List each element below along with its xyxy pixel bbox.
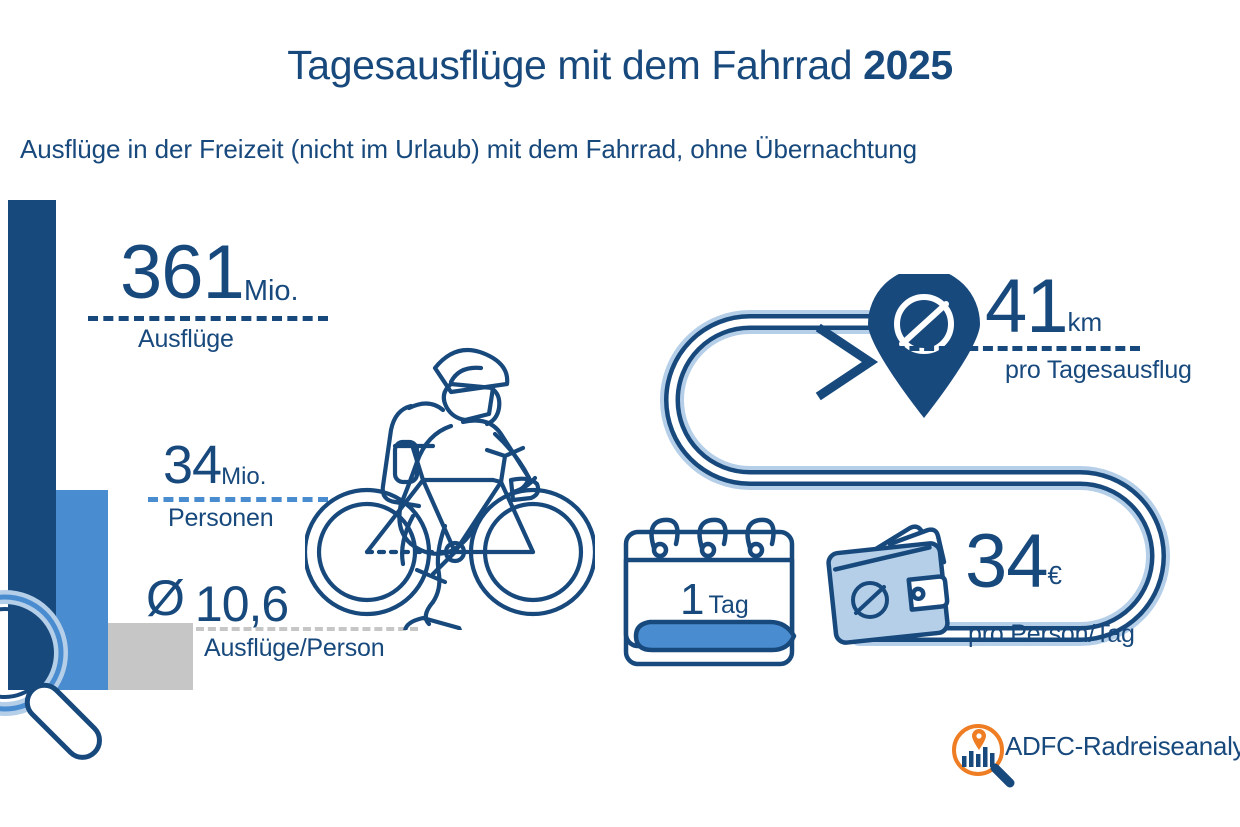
stat-km-value: 41 xyxy=(985,264,1069,349)
stat-km: 41 km xyxy=(985,264,1103,349)
stat-personen: 34 Mio. xyxy=(163,435,267,495)
stat-ausfluege-caption: Ausflüge xyxy=(138,325,234,353)
divider-km xyxy=(880,346,1140,351)
stat-personen-caption-wrap: Personen xyxy=(168,504,274,533)
divider-ausfluege xyxy=(88,316,328,321)
route-arrow-icon xyxy=(815,323,879,401)
cyclist-icon xyxy=(305,347,595,630)
page-subtitle: Ausflüge in der Freizeit (nicht im Urlau… xyxy=(20,134,917,164)
title-main: Tagesausflüge mit dem Fahrrad xyxy=(287,42,864,88)
page-title: Tagesausflüge mit dem Fahrrad 2025 xyxy=(0,42,1240,89)
stat-dauer-value: 1 xyxy=(680,575,705,624)
stat-pro-person-avg-symbol: Ø xyxy=(146,570,185,626)
stat-dauer: 1 Tag xyxy=(680,578,749,622)
magnifier-icon xyxy=(0,590,102,760)
divider-pro-person xyxy=(196,627,418,631)
bar-ausfluege-pro-person xyxy=(108,623,193,690)
stat-personen-unit: Mio. xyxy=(221,462,267,490)
stat-ausfluege-caption-wrap: Ausflüge xyxy=(138,325,234,354)
stat-pro-person-value: 10,6 xyxy=(194,576,289,632)
stat-ausfluege: 361 Mio. xyxy=(120,230,299,315)
stat-euro-unit: € xyxy=(1047,559,1063,590)
stat-pro-person-caption: Ausflüge/Person xyxy=(204,634,385,662)
stat-euro: 34 € xyxy=(965,519,1063,604)
stat-euro-value: 34 xyxy=(965,519,1049,604)
stat-pro-person-caption-wrap: Ausflüge/Person xyxy=(204,634,385,663)
stat-ausfluege-value: 361 xyxy=(120,230,245,315)
stat-ausfluege-unit: Mio. xyxy=(243,274,299,307)
adfc-logo-icon xyxy=(952,724,1015,788)
stat-euro-caption-wrap: pro Person/Tag xyxy=(968,620,1135,649)
title-year: 2025 xyxy=(863,42,953,88)
stat-km-unit: km xyxy=(1067,306,1103,337)
divider-personen xyxy=(148,497,328,502)
wallet-icon xyxy=(826,524,950,645)
logo-text: ADFC-Radreiseanalyse xyxy=(1005,731,1240,761)
stat-euro-caption: pro Person/Tag xyxy=(968,620,1135,648)
stat-km-caption-wrap: pro Tagesausflug xyxy=(1005,356,1192,385)
stat-km-caption: pro Tagesausflug xyxy=(1005,356,1192,384)
stat-dauer-unit: Tag xyxy=(708,591,749,619)
stat-personen-caption: Personen xyxy=(168,504,274,532)
stat-pro-person: Ø 10,6 xyxy=(146,569,289,632)
route-path xyxy=(660,310,1170,646)
stat-personen-value: 34 xyxy=(163,435,222,495)
calendar-icon xyxy=(623,517,797,667)
